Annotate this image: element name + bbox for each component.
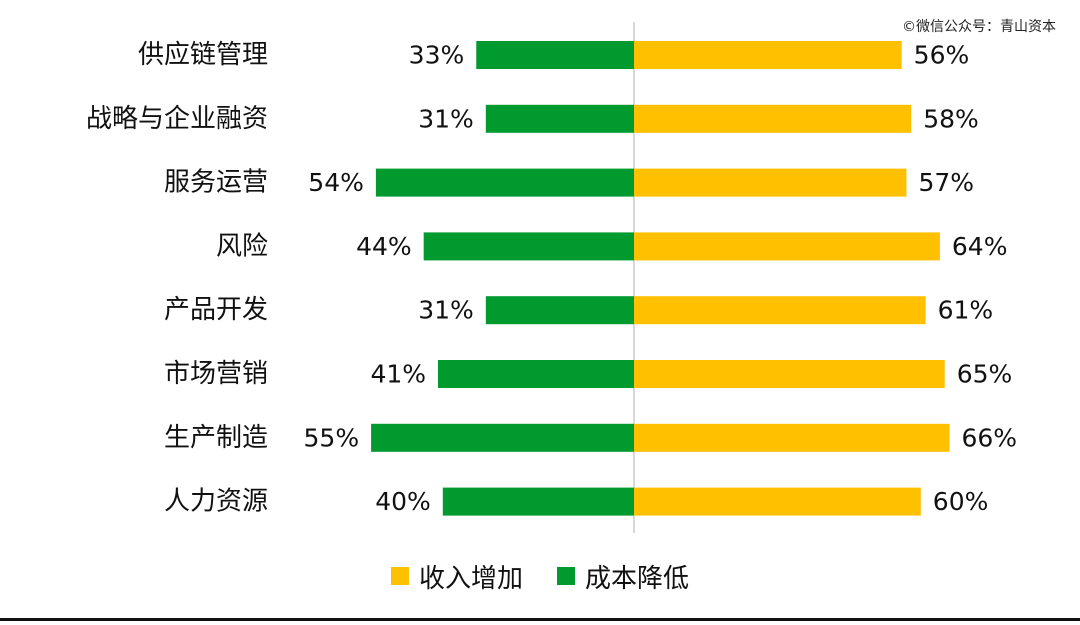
revenue-bar: [634, 487, 921, 516]
revenue-value-label: 57%: [918, 168, 974, 197]
revenue-bar: [634, 41, 902, 69]
category-label: 供应链管理: [138, 40, 268, 70]
cost-bar: [371, 423, 634, 452]
revenue-value-label: 64%: [952, 232, 1008, 261]
revenue-bar: [634, 360, 945, 388]
legend-label-revenue: 收入增加: [418, 563, 523, 594]
cost-value-label: 40%: [375, 487, 431, 516]
revenue-value-label: 65%: [957, 360, 1013, 389]
legend-swatch-cost: [557, 567, 575, 585]
cost-value-label: 33%: [409, 41, 465, 70]
legend: 收入增加 成本降低: [0, 558, 1080, 594]
watermark: ©微信公众号：青山资本: [902, 19, 1056, 35]
revenue-value-label: 56%: [914, 41, 970, 70]
revenue-bar: [634, 168, 907, 197]
legend-item-revenue: 收入增加: [390, 558, 523, 595]
revenue-value-label: 58%: [923, 104, 979, 133]
cost-value-label: 54%: [308, 168, 364, 197]
legend-swatch-revenue: [390, 567, 409, 585]
revenue-bar: [634, 232, 940, 261]
cost-value-label: 55%: [304, 423, 360, 452]
category-label: 人力资源: [164, 487, 268, 517]
cost-value-label: 31%: [418, 104, 474, 133]
category-label: 战略与企业融资: [86, 104, 268, 134]
cost-bar: [423, 232, 634, 261]
cost-bar: [476, 41, 634, 69]
cost-bar: [438, 360, 634, 388]
cost-bar: [485, 296, 634, 325]
category-label: 风险: [216, 231, 268, 261]
legend-item-cost: 成本降低: [557, 558, 689, 595]
revenue-value-label: 61%: [938, 296, 994, 325]
cost-value-label: 31%: [418, 296, 474, 325]
category-label: 产品开发: [164, 295, 268, 325]
revenue-bar: [634, 423, 950, 452]
cost-bar: [442, 487, 634, 516]
cost-value-label: 44%: [356, 232, 412, 261]
cost-bar: [485, 104, 634, 133]
revenue-value-label: 66%: [961, 423, 1017, 452]
cost-bar: [375, 168, 634, 197]
cost-value-label: 41%: [370, 360, 426, 389]
bottom-divider: [0, 618, 1080, 621]
category-label: 服务运营: [164, 168, 268, 198]
category-label: 市场营销: [164, 359, 268, 389]
revenue-bar: [634, 104, 912, 133]
category-label: 生产制造: [164, 423, 268, 453]
revenue-value-label: 60%: [933, 487, 989, 516]
revenue-bar: [634, 296, 926, 325]
legend-label-cost: 成本降低: [585, 563, 690, 594]
